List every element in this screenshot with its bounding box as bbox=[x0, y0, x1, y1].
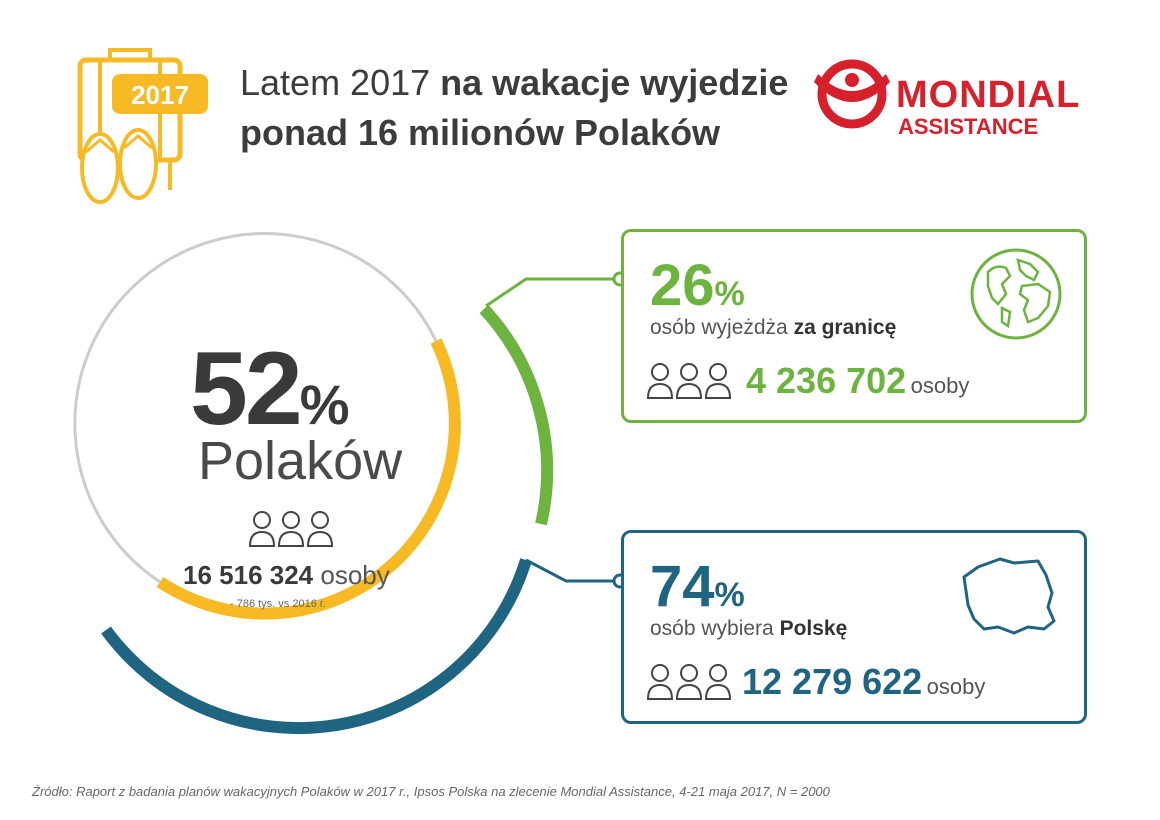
people-icon bbox=[646, 360, 732, 405]
year-badge: 2017 bbox=[131, 80, 189, 110]
poland-percent-sign: % bbox=[714, 576, 745, 614]
abroad-count-unit: osoby bbox=[910, 373, 970, 398]
main-label: Polaków bbox=[198, 431, 403, 491]
poland-percent-value: 74 bbox=[650, 554, 715, 619]
poland-percent: 74% bbox=[650, 553, 745, 620]
main-delta: - 786 tys. vs 2016 r. bbox=[230, 598, 326, 610]
card-poland: 74% osób wybiera Polskę 12 279 622 osoby bbox=[621, 530, 1087, 724]
title-regular: Latem 2017 bbox=[240, 62, 441, 103]
main-percent-sign: % bbox=[299, 373, 350, 436]
abroad-percent: 26% bbox=[650, 252, 745, 319]
teal-ring bbox=[101, 558, 532, 735]
people-icon bbox=[248, 508, 334, 553]
main-count-unit: osoby bbox=[320, 560, 390, 590]
abroad-count: 4 236 702 osoby bbox=[746, 360, 969, 402]
card-abroad: 26% osób wyjeżdża za granicę 4 236 702 o… bbox=[621, 229, 1087, 423]
abroad-percent-value: 26 bbox=[650, 253, 715, 318]
teal-connector bbox=[525, 558, 618, 583]
logo-word-assistance: ASSISTANCE bbox=[898, 114, 1039, 139]
poland-description: osób wybiera Polskę bbox=[650, 617, 847, 641]
yellow-ring bbox=[156, 338, 461, 620]
source-note: Źródło: Raport z badania planów wakacyjn… bbox=[32, 784, 830, 799]
main-percent: 52% bbox=[190, 330, 349, 449]
globe-icon bbox=[968, 246, 1064, 347]
poland-desc-bold: Polskę bbox=[779, 617, 848, 640]
poland-count: 12 279 622 osoby bbox=[742, 661, 985, 703]
mondial-assistance-logo: MONDIAL ASSISTANCE bbox=[812, 56, 1079, 141]
abroad-description: osób wyjeżdża za granicę bbox=[650, 316, 896, 340]
logo-word-mondial: MONDIAL bbox=[896, 74, 1081, 116]
page-title: Latem 2017 na wakacje wyjedzie ponad 16 … bbox=[240, 58, 800, 158]
abroad-desc-bold: za granicę bbox=[793, 316, 897, 339]
poland-desc-regular: osób wybiera bbox=[650, 617, 780, 640]
abroad-count-value: 4 236 702 bbox=[746, 360, 907, 401]
abroad-desc-regular: osób wyjeżdża bbox=[650, 316, 794, 339]
poland-count-unit: osoby bbox=[926, 674, 986, 699]
poland-map-icon bbox=[954, 547, 1064, 648]
green-ring bbox=[479, 304, 554, 526]
main-percent-value: 52 bbox=[190, 331, 303, 447]
poland-count-value: 12 279 622 bbox=[742, 661, 923, 702]
main-count: 16 516 324 osoby bbox=[183, 560, 390, 591]
title-bold: na wakacje wyjedzie ponad 16 milionów Po… bbox=[240, 62, 789, 153]
main-count-value: 16 516 324 bbox=[183, 560, 314, 590]
logo-mark-icon bbox=[814, 59, 890, 129]
people-icon bbox=[646, 661, 732, 706]
gray-ring bbox=[73, 232, 438, 584]
abroad-percent-sign: % bbox=[714, 275, 745, 313]
green-connector bbox=[485, 277, 618, 308]
suitcase-flipflops-icon: 2017 bbox=[60, 40, 220, 215]
